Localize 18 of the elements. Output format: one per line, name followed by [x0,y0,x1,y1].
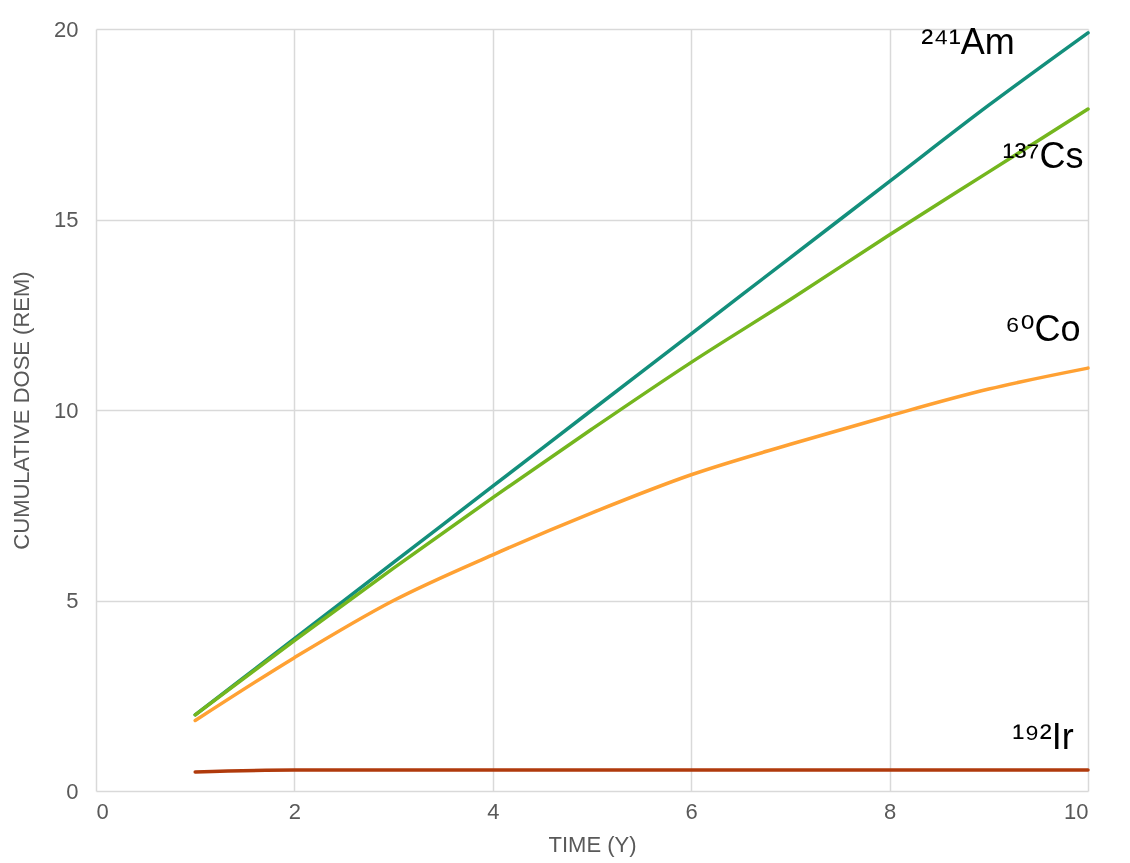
y-tick-label: 10 [54,397,79,423]
y-tick-label: 20 [54,16,79,42]
y-axis-title: CUMULATIVE DOSE (REM) [9,271,35,550]
series-label: ¹³⁷Cs [1002,135,1084,177]
series-label: ²⁴¹Am [921,20,1015,62]
x-tick-label: 4 [487,798,500,824]
x-tick-label: 8 [883,798,897,824]
x-tick-label: 10 [1064,798,1089,824]
x-tick-label: 2 [288,798,302,824]
y-tick-label: 5 [66,588,79,613]
x-tick-label: 6 [685,798,698,824]
series-label: ⁶⁰Co [1005,308,1081,350]
x-axis-title: TIME (Y) [548,831,637,857]
x-tick-label: 0 [96,798,109,824]
series-label: ¹⁹²Ir [1012,716,1074,758]
y-tick-label: 15 [54,207,79,232]
line-series [193,366,1090,723]
y-tick-label: 0 [66,778,79,804]
